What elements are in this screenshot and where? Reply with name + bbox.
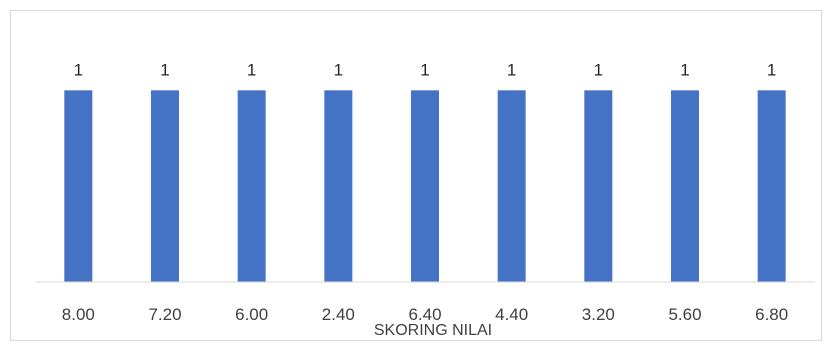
bars-layer [64, 90, 786, 282]
bar-9 [757, 90, 786, 282]
x-tick-label-7: 3.20 [582, 305, 615, 324]
bar-4 [324, 90, 353, 282]
data-labels-layer: 1 1 1 1 1 1 1 1 1 [74, 60, 777, 79]
x-tick-label-4: 2.40 [322, 305, 355, 324]
x-tick-label-5: 6.40 [408, 305, 441, 324]
x-tick-label-8: 5.60 [668, 305, 701, 324]
data-label-7: 1 [594, 60, 603, 79]
chart-frame: 1 1 1 1 1 1 1 1 1 8.00 7.20 6.00 2.40 6.40 4.40 3.20 5.… [10, 10, 822, 341]
x-tick-label-1: 8.00 [62, 305, 95, 324]
bar-8 [671, 90, 699, 282]
data-label-6: 1 [507, 60, 516, 79]
x-axis-title: SKORING NILAI [374, 322, 492, 339]
bar-3 [237, 90, 266, 282]
bar-6 [497, 90, 526, 282]
x-tick-labels-layer: 8.00 7.20 6.00 2.40 6.40 4.40 3.20 5.60 6.80 [62, 305, 788, 324]
data-label-9: 1 [767, 60, 776, 79]
data-label-5: 1 [420, 60, 429, 79]
data-label-4: 1 [334, 60, 343, 79]
bar-2 [151, 90, 179, 282]
data-label-3: 1 [247, 60, 256, 79]
data-label-2: 1 [160, 60, 169, 79]
bar-5 [411, 90, 439, 282]
x-tick-label-6: 4.40 [495, 305, 528, 324]
x-tick-label-2: 7.20 [148, 305, 181, 324]
x-tick-label-9: 6.80 [755, 305, 788, 324]
data-label-1: 1 [74, 60, 83, 79]
data-label-8: 1 [680, 60, 689, 79]
bar-chart: 1 1 1 1 1 1 1 1 1 8.00 7.20 6.00 2.40 6.40 4.40 3.20 5.… [35, 60, 815, 339]
x-tick-label-3: 6.00 [235, 305, 268, 324]
bar-7 [584, 90, 613, 282]
bar-1 [64, 90, 93, 282]
